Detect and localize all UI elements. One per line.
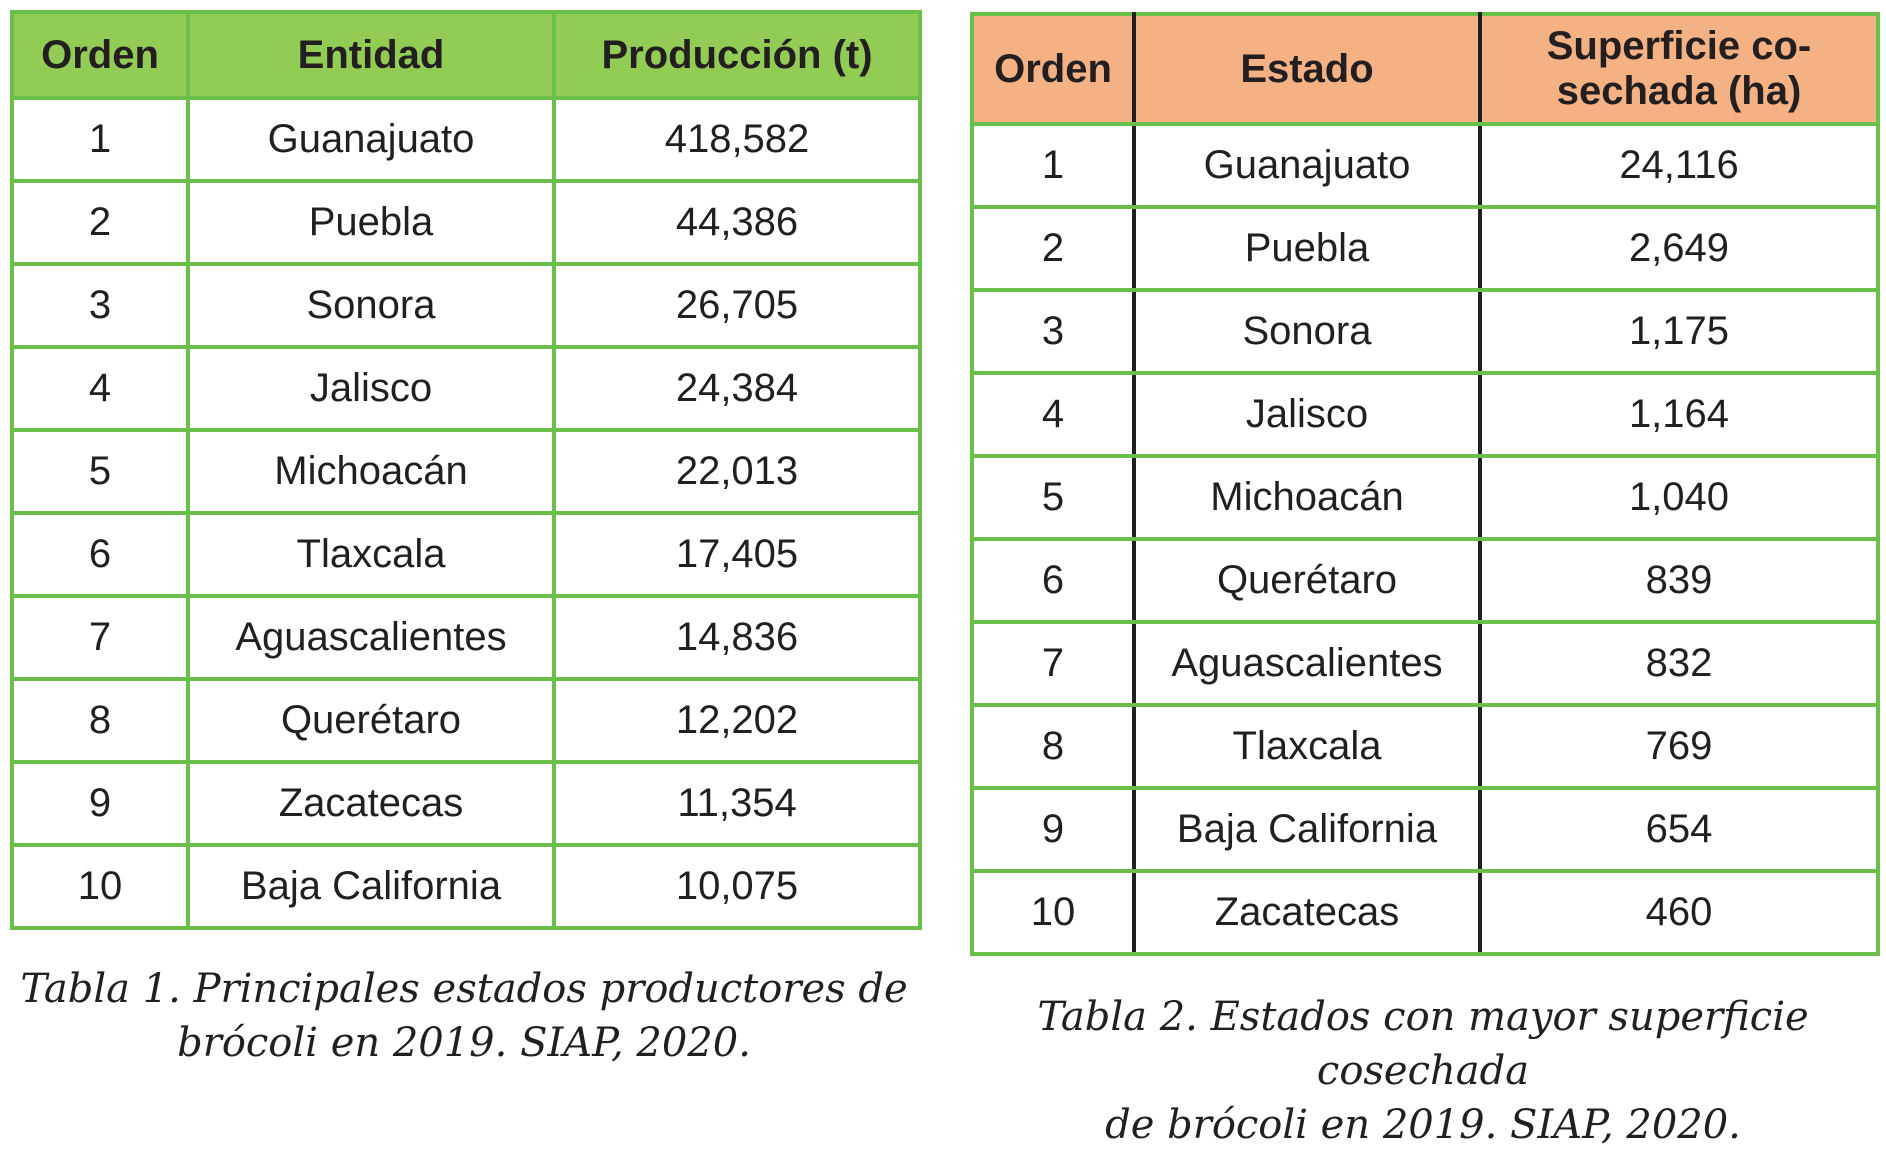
produccion-cell: 22,013 xyxy=(552,428,922,515)
column-header-superficie: Superficie co- sechada (ha) xyxy=(1478,12,1880,126)
estado-cell: Puebla xyxy=(1132,205,1482,292)
orden-cell: 6 xyxy=(10,511,190,598)
estado-cell: Zacatecas xyxy=(1132,869,1482,956)
superficie-cell: 24,116 xyxy=(1478,122,1880,209)
table-row: 5 Michoacán 1,040 xyxy=(970,454,1880,541)
estado-cell: Jalisco xyxy=(1132,371,1482,458)
entidad-cell: Puebla xyxy=(186,179,556,266)
table-row: 1 Guanajuato 418,582 xyxy=(10,96,922,183)
orden-cell: 2 xyxy=(970,205,1136,292)
orden-cell: 10 xyxy=(10,843,190,930)
estado-cell: Baja California xyxy=(1132,786,1482,873)
table-row: 10 Baja California 10,075 xyxy=(10,843,922,930)
orden-cell: 10 xyxy=(970,869,1136,956)
orden-cell: 7 xyxy=(970,620,1136,707)
entidad-cell: Michoacán xyxy=(186,428,556,515)
table-row: 2 Puebla 2,649 xyxy=(970,205,1880,292)
produccion-cell: 11,354 xyxy=(552,760,922,847)
table-row: 3 Sonora 1,175 xyxy=(970,288,1880,375)
table-row: 3 Sonora 26,705 xyxy=(10,262,922,349)
column-header-produccion: Producción (t) xyxy=(552,10,922,100)
produccion-cell: 14,836 xyxy=(552,594,922,681)
caption-line: Tabla 2. Estados con mayor superficie co… xyxy=(1037,994,1809,1094)
harvested-area-table: Orden Estado Superficie co- sechada (ha)… xyxy=(970,12,1880,956)
table-row: 2 Puebla 44,386 xyxy=(10,179,922,266)
produccion-cell: 26,705 xyxy=(552,262,922,349)
estado-cell: Querétaro xyxy=(1132,537,1482,624)
orden-cell: 3 xyxy=(970,288,1136,375)
table1-caption: Tabla 1. Principales estados productores… xyxy=(10,962,918,1070)
orden-cell: 9 xyxy=(970,786,1136,873)
table-row: 10 Zacatecas 460 xyxy=(970,869,1880,956)
entidad-cell: Aguascalientes xyxy=(186,594,556,681)
produccion-cell: 10,075 xyxy=(552,843,922,930)
superficie-cell: 1,040 xyxy=(1478,454,1880,541)
orden-cell: 5 xyxy=(10,428,190,515)
caption-line: Tabla 1. Principales estados productores… xyxy=(20,966,908,1012)
orden-cell: 1 xyxy=(970,122,1136,209)
caption-line: brócoli en 2019. SIAP, 2020. xyxy=(177,1020,751,1066)
table-row: 4 Jalisco 24,384 xyxy=(10,345,922,432)
table-row: 7 Aguascalientes 832 xyxy=(970,620,1880,707)
orden-cell: 8 xyxy=(970,703,1136,790)
estado-cell: Tlaxcala xyxy=(1132,703,1482,790)
produccion-cell: 418,582 xyxy=(552,96,922,183)
table-row: 8 Tlaxcala 769 xyxy=(970,703,1880,790)
table-row: 1 Guanajuato 24,116 xyxy=(970,122,1880,209)
orden-cell: 2 xyxy=(10,179,190,266)
table-row: 9 Zacatecas 11,354 xyxy=(10,760,922,847)
estado-cell: Michoacán xyxy=(1132,454,1482,541)
orden-cell: 6 xyxy=(970,537,1136,624)
orden-cell: 5 xyxy=(970,454,1136,541)
orden-cell: 7 xyxy=(10,594,190,681)
column-header-orden: Orden xyxy=(10,10,190,100)
header-line: Superficie co- xyxy=(1546,24,1812,69)
column-header-estado: Estado xyxy=(1132,12,1482,126)
column-header-orden: Orden xyxy=(970,12,1136,126)
table-header-row: Orden Entidad Producción (t) xyxy=(10,10,922,100)
entidad-cell: Baja California xyxy=(186,843,556,930)
table-row: 8 Querétaro 12,202 xyxy=(10,677,922,764)
entidad-cell: Querétaro xyxy=(186,677,556,764)
orden-cell: 4 xyxy=(970,371,1136,458)
estado-cell: Aguascalientes xyxy=(1132,620,1482,707)
table-row: 9 Baja California 654 xyxy=(970,786,1880,873)
entidad-cell: Jalisco xyxy=(186,345,556,432)
superficie-cell: 2,649 xyxy=(1478,205,1880,292)
entidad-cell: Tlaxcala xyxy=(186,511,556,598)
table-header-row: Orden Estado Superficie co- sechada (ha) xyxy=(970,12,1880,126)
orden-cell: 4 xyxy=(10,345,190,432)
orden-cell: 1 xyxy=(10,96,190,183)
superficie-cell: 1,164 xyxy=(1478,371,1880,458)
superficie-cell: 832 xyxy=(1478,620,1880,707)
caption-line: de brócoli en 2019. SIAP, 2020. xyxy=(1105,1102,1741,1148)
produccion-cell: 12,202 xyxy=(552,677,922,764)
entidad-cell: Guanajuato xyxy=(186,96,556,183)
produccion-cell: 17,405 xyxy=(552,511,922,598)
superficie-cell: 839 xyxy=(1478,537,1880,624)
table-row: 6 Tlaxcala 17,405 xyxy=(10,511,922,598)
superficie-cell: 654 xyxy=(1478,786,1880,873)
table-row: 4 Jalisco 1,164 xyxy=(970,371,1880,458)
estado-cell: Sonora xyxy=(1132,288,1482,375)
produccion-cell: 24,384 xyxy=(552,345,922,432)
produccion-cell: 44,386 xyxy=(552,179,922,266)
estado-cell: Guanajuato xyxy=(1132,122,1482,209)
superficie-cell: 769 xyxy=(1478,703,1880,790)
header-line: sechada (ha) xyxy=(1556,69,1802,113)
table-row: 5 Michoacán 22,013 xyxy=(10,428,922,515)
orden-cell: 9 xyxy=(10,760,190,847)
table-row: 7 Aguascalientes 14,836 xyxy=(10,594,922,681)
column-header-entidad: Entidad xyxy=(186,10,556,100)
table-row: 6 Querétaro 839 xyxy=(970,537,1880,624)
superficie-cell: 460 xyxy=(1478,869,1880,956)
superficie-cell: 1,175 xyxy=(1478,288,1880,375)
table2-caption: Tabla 2. Estados con mayor superficie co… xyxy=(970,990,1876,1152)
orden-cell: 8 xyxy=(10,677,190,764)
production-table: Orden Entidad Producción (t) 1 Guanajuato… xyxy=(10,10,922,930)
entidad-cell: Sonora xyxy=(186,262,556,349)
orden-cell: 3 xyxy=(10,262,190,349)
entidad-cell: Zacatecas xyxy=(186,760,556,847)
